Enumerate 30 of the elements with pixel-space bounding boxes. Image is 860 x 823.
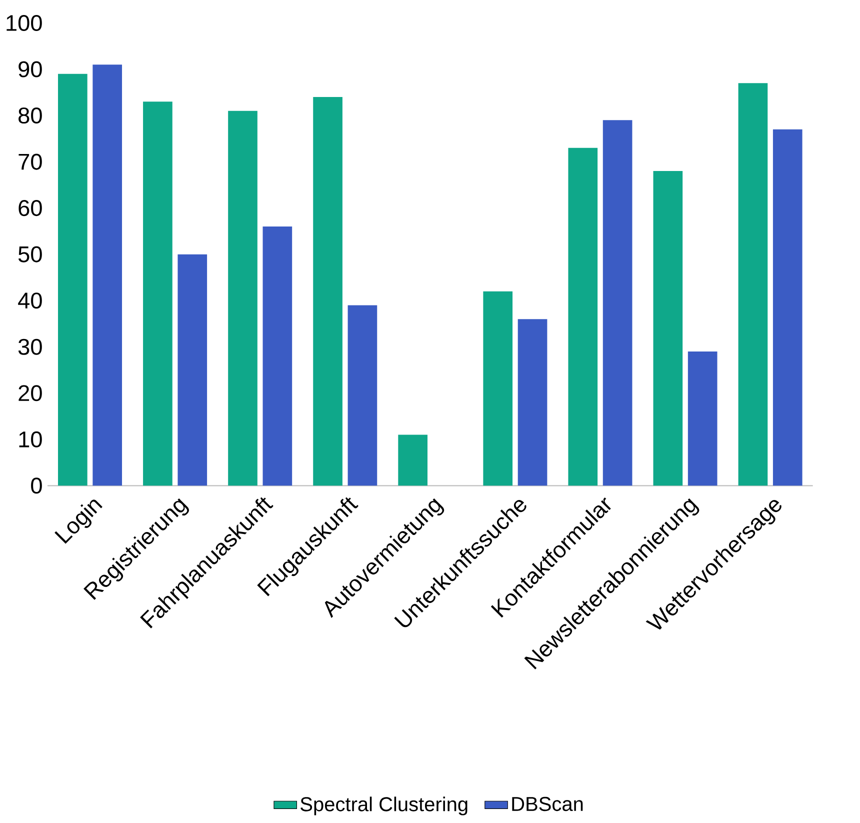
bar (143, 102, 172, 486)
y-tick-label: 60 (18, 200, 42, 216)
bar (738, 83, 768, 486)
y-tick-label: 40 (18, 292, 42, 309)
y-tick-label: 50 (18, 246, 42, 262)
bar (653, 171, 683, 486)
y-tick-label: 10 (19, 431, 42, 448)
y-tick-label: 100 (6, 14, 42, 32)
bar (178, 254, 208, 486)
bar (92, 64, 122, 486)
bar (688, 351, 718, 486)
bar (568, 148, 598, 486)
bar (313, 97, 342, 486)
bar (398, 434, 428, 486)
bar (518, 319, 548, 486)
bar (58, 74, 88, 486)
bar (262, 226, 292, 486)
legend-label: DBScan (512, 796, 583, 812)
y-tick-label: 80 (18, 107, 42, 124)
y-tick-label: 0 (31, 478, 42, 494)
y-tick-label: 30 (18, 338, 42, 355)
y-tick-label: 90 (18, 61, 42, 78)
bar (348, 305, 378, 486)
bar (602, 120, 632, 486)
legend-label: Spectral Clustering (300, 796, 468, 816)
y-tick-label: 20 (18, 385, 42, 402)
bar (772, 129, 802, 486)
y-tick-label: 70 (18, 154, 42, 170)
bar (483, 291, 513, 486)
bar (228, 110, 258, 486)
